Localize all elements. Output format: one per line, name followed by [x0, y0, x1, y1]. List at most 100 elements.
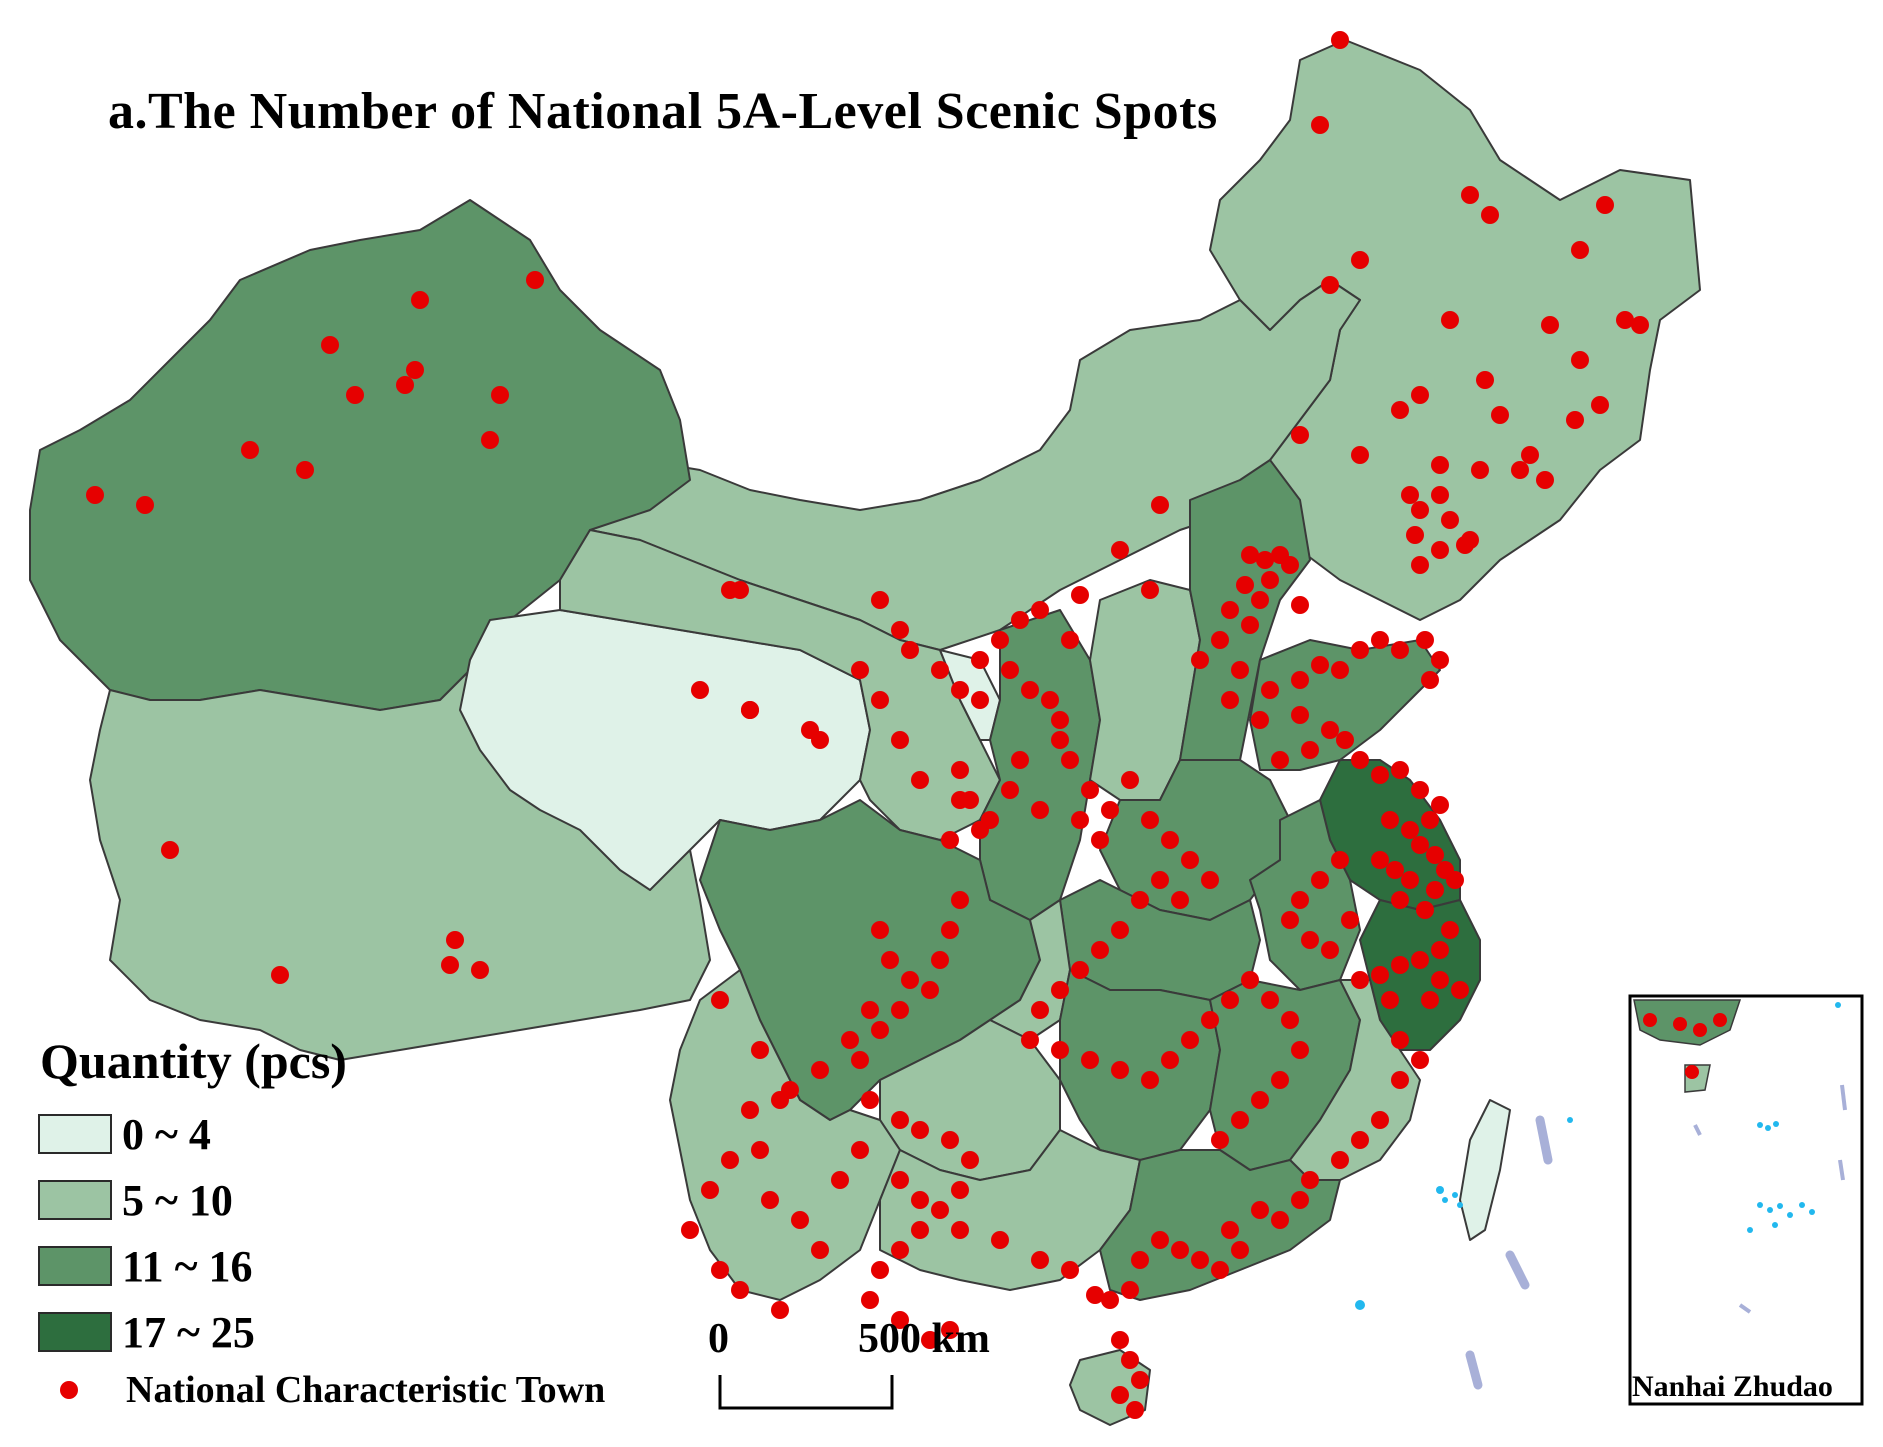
town-point: [1171, 891, 1189, 909]
town-point: [1416, 901, 1434, 919]
town-point: [1631, 316, 1649, 334]
town-point: [481, 431, 499, 449]
town-point: [1111, 541, 1129, 559]
map-title: a.The Number of National 5A-Level Scenic…: [108, 83, 1218, 140]
town-point: [1001, 661, 1019, 679]
town-point: [1211, 1261, 1229, 1279]
town-point: [891, 621, 909, 639]
town-point: [1301, 931, 1319, 949]
town-point: [1181, 851, 1199, 869]
town-point: [1141, 581, 1159, 599]
town-point: [1391, 641, 1409, 659]
legend-title: Quantity (pcs): [40, 1033, 347, 1089]
town-point: [731, 1281, 749, 1299]
town-point: [1481, 206, 1499, 224]
town-point: [811, 1061, 829, 1079]
town-point: [1121, 771, 1139, 789]
legend-item-1: 0 ~ 4: [38, 1110, 211, 1159]
town-point: [1051, 731, 1069, 749]
island-dots: [1355, 1117, 1573, 1310]
town-point: [1441, 311, 1459, 329]
town-point: [1261, 571, 1279, 589]
town-point: [1491, 406, 1509, 424]
town-point: [1051, 1041, 1069, 1059]
town-point: [1431, 486, 1449, 504]
scale-bar: [718, 1375, 894, 1410]
town-point: [1571, 351, 1589, 369]
town-point: [1391, 401, 1409, 419]
town-point: [1616, 311, 1634, 329]
town-point: [1001, 781, 1019, 799]
town-point: [781, 1081, 799, 1099]
town-point: [1261, 681, 1279, 699]
town-point: [1031, 1001, 1049, 1019]
town-point: [751, 1041, 769, 1059]
inset-map: [1628, 994, 1864, 1406]
town-point: [296, 461, 314, 479]
town-point: [1536, 471, 1554, 489]
town-point: [1141, 811, 1159, 829]
town-point: [811, 1241, 829, 1259]
town-point: [1311, 656, 1329, 674]
town-point: [861, 1091, 879, 1109]
town-point: [136, 496, 154, 514]
town-point: [901, 641, 919, 659]
region-yunnan: [669, 969, 901, 1301]
legend-point-label: National Characteristic Town: [126, 1369, 606, 1411]
town-point: [1291, 891, 1309, 909]
town-point: [1431, 941, 1449, 959]
town-point: [791, 1211, 809, 1229]
town-point: [1371, 966, 1389, 984]
town-point: [1351, 641, 1369, 659]
town-point: [1051, 981, 1069, 999]
town-point: [871, 1021, 889, 1039]
town-point: [1571, 241, 1589, 259]
town-point: [1476, 371, 1494, 389]
town-point: [1071, 811, 1089, 829]
town-point: [1251, 1201, 1269, 1219]
town-point: [1131, 1371, 1149, 1389]
town-point: [1291, 706, 1309, 724]
town-point: [1331, 31, 1349, 49]
town-point: [86, 486, 104, 504]
town-point: [1566, 411, 1584, 429]
town-point: [1461, 186, 1479, 204]
town-point: [1596, 196, 1614, 214]
town-point: [1461, 531, 1479, 549]
town-point: [1171, 1241, 1189, 1259]
town-point: [1521, 446, 1539, 464]
town-point: [1221, 1221, 1239, 1239]
town-point: [1431, 651, 1449, 669]
town-point: [871, 921, 889, 939]
town-point: [1591, 396, 1609, 414]
town-point: [1441, 511, 1459, 529]
town-point: [1431, 971, 1449, 989]
town-point: [1251, 591, 1269, 609]
town-point: [1101, 1291, 1119, 1309]
town-point: [981, 811, 999, 829]
town-point: [1131, 1251, 1149, 1269]
town-point: [851, 1051, 869, 1069]
town-point: [1111, 1331, 1129, 1349]
town-point: [1391, 1071, 1409, 1089]
legend-swatch: [38, 1246, 112, 1286]
town-point: [1311, 116, 1329, 134]
town-point: [1411, 781, 1429, 799]
town-point: [1121, 1281, 1139, 1299]
town-point: [1426, 846, 1444, 864]
town-point: [441, 956, 459, 974]
town-point: [1101, 801, 1119, 819]
town-point: [1211, 631, 1229, 649]
region-taiwan: [1459, 1099, 1511, 1241]
town-point: [1301, 1171, 1319, 1189]
legend-item-2: 5 ~ 10: [38, 1176, 233, 1225]
town-point: [1251, 711, 1269, 729]
town-point: [1411, 1051, 1429, 1069]
town-point: [1421, 991, 1439, 1009]
town-point: [911, 1121, 929, 1139]
town-point: [1321, 721, 1339, 739]
legend-item-3: 11 ~ 16: [38, 1242, 252, 1291]
town-point: [321, 336, 339, 354]
town-point: [1411, 386, 1429, 404]
